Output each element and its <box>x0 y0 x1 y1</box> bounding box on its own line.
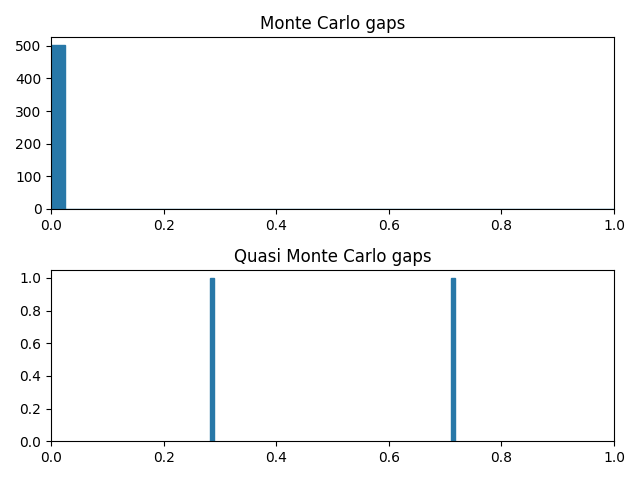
Title: Quasi Monte Carlo gaps: Quasi Monte Carlo gaps <box>234 248 431 265</box>
Title: Monte Carlo gaps: Monte Carlo gaps <box>260 15 405 33</box>
Bar <box>451 278 456 441</box>
Bar <box>210 278 214 441</box>
Bar <box>51 46 65 209</box>
